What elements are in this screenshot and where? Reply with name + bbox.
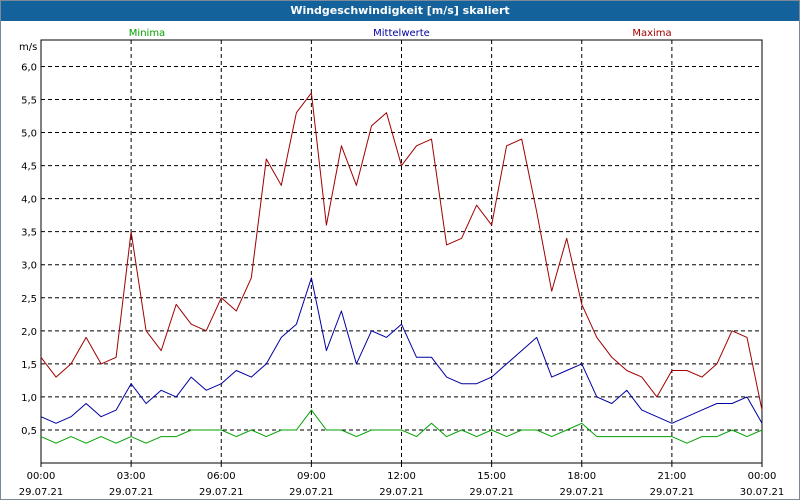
x-tick-time: 09:00 (297, 471, 326, 482)
x-tick-date: 30.07.21 (740, 487, 785, 498)
series-line-maxima (40, 92, 763, 411)
y-axis: m/s 0,5 1,0 1,5 2,0 2,5 3,0 3,5 4,0 4,5 5,0 5,5 6,0 (19, 42, 37, 437)
window-title: Windgeschwindigkeit [m/s] skaliert (1, 1, 799, 21)
y-tick-label: 1,0 (21, 393, 37, 404)
series-group (40, 92, 763, 444)
legend-minima: Minima (129, 28, 165, 39)
x-tick-date: 29.07.21 (109, 487, 154, 498)
y-tick-label: 2,5 (21, 294, 37, 305)
series-line-mittelwerte (40, 277, 763, 424)
x-axis: 00:00 29.07.21 03:00 29.07.21 06:00 29.07.21 0… (19, 463, 785, 498)
x-tick-date: 29.07.21 (289, 487, 334, 498)
line-chart: Minima Mittelwerte Maxima m/s 0,5 1,0 1,5 2,0… (19, 28, 785, 498)
grid (41, 40, 762, 463)
y-tick-label: 6,0 (21, 62, 37, 73)
legend-maxima: Maxima (632, 28, 671, 39)
y-tick-label: 0,5 (21, 426, 37, 437)
x-tick-date: 29.07.21 (559, 487, 604, 498)
x-tick-date: 29.07.21 (469, 487, 514, 498)
y-tick-label: 1,5 (21, 360, 37, 371)
y-tick-label: 3,5 (21, 228, 37, 239)
x-tick-date: 29.07.21 (379, 487, 424, 498)
x-tick-time: 03:00 (117, 471, 146, 482)
y-tick-label: 3,0 (21, 261, 37, 272)
x-tick-date: 29.07.21 (199, 487, 244, 498)
y-tick-label: 2,0 (21, 327, 37, 338)
legend: Minima Mittelwerte Maxima (129, 28, 672, 39)
x-tick-time: 21:00 (657, 471, 686, 482)
y-tick-label: 4,0 (21, 195, 37, 206)
y-tick-label: 5,0 (21, 129, 37, 140)
x-tick-time: 15:00 (477, 471, 506, 482)
legend-mittelwerte: Mittelwerte (373, 28, 430, 39)
x-tick-time: 00:00 (748, 471, 777, 482)
y-axis-label: m/s (19, 42, 37, 53)
x-tick-time: 18:00 (567, 471, 596, 482)
x-tick-date: 29.07.21 (19, 487, 64, 498)
y-tick-label: 4,5 (21, 162, 37, 173)
x-tick-time: 00:00 (27, 471, 56, 482)
x-tick-time: 06:00 (207, 471, 236, 482)
series-line-minima (40, 409, 763, 444)
x-tick-time: 12:00 (387, 471, 416, 482)
x-tick-date: 29.07.21 (650, 487, 695, 498)
y-tick-label: 5,5 (21, 95, 37, 106)
